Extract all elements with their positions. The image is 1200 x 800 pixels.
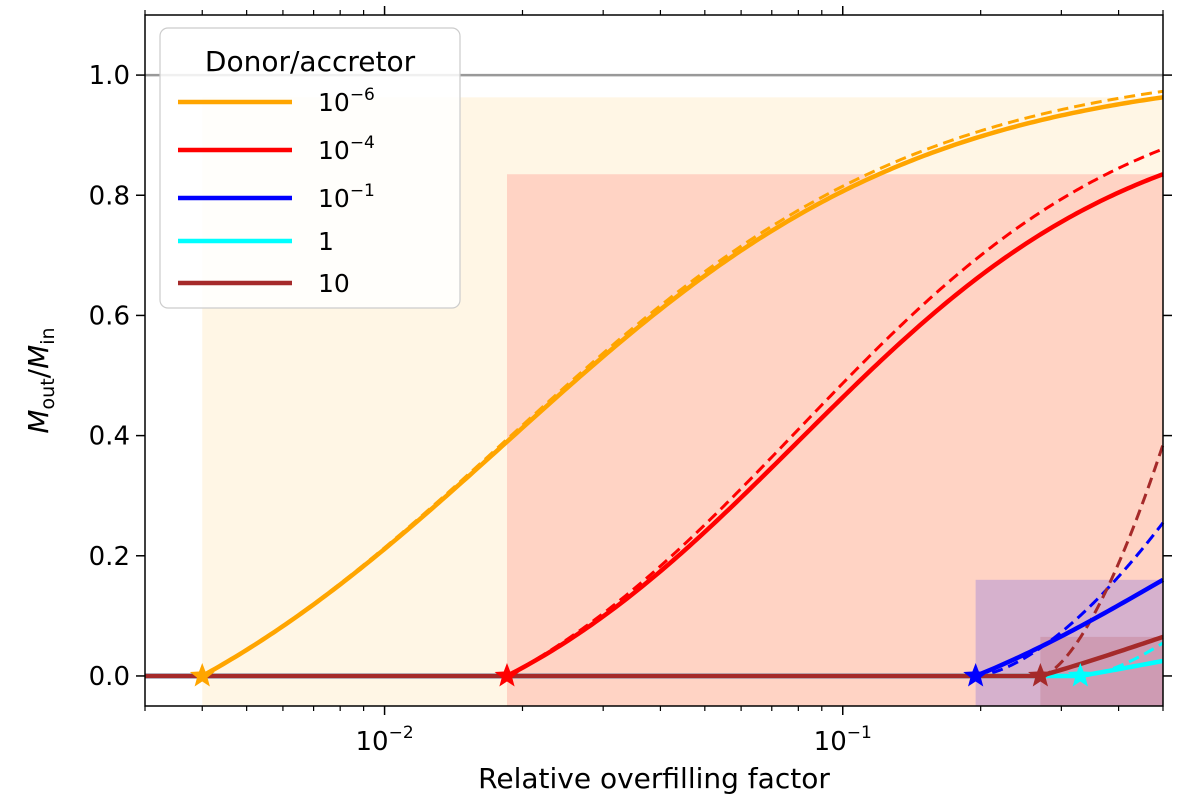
star-marker <box>1067 662 1093 687</box>
star-marker <box>963 662 988 687</box>
star-marker <box>1028 662 1053 687</box>
solid-series-lines <box>145 95 1165 679</box>
y-tick-labels: 0.0 0.2 0.4 0.6 0.8 1.0 <box>89 61 130 692</box>
legend-box <box>159 27 461 309</box>
legend-entry-label: 10−6 <box>318 85 375 117</box>
x-tick-labels: 10−2 10−1 <box>355 723 871 757</box>
threshold-star-markers <box>189 662 1093 687</box>
dashed-series-line <box>1080 641 1164 678</box>
shaded-band <box>975 579 1163 706</box>
plot-frame <box>144 14 1164 707</box>
shaded-bands <box>202 97 1164 706</box>
solid-series-line <box>145 95 1164 679</box>
legend-entry-label: 10−4 <box>318 133 375 165</box>
legend: Donor/accretor 10−6 10−4 10−1 1 10 <box>159 27 461 309</box>
x-tick-label: 10−1 <box>814 723 872 757</box>
y-tick-label: 0.2 <box>89 542 130 572</box>
x-axis-label: Relative overfilling factor <box>478 762 830 795</box>
legend-entry-label: 10−1 <box>318 181 375 213</box>
solid-series-line <box>145 634 1164 679</box>
shaded-band <box>506 174 1163 706</box>
dashed-series-line <box>975 521 1165 678</box>
y-tick-label: 0.6 <box>89 301 130 331</box>
x-tick-label: 10−2 <box>355 723 413 757</box>
axis-ticks <box>136 6 1172 715</box>
legend-title: Donor/accretor <box>205 45 416 78</box>
y-tick-label: 0.4 <box>89 422 130 452</box>
y-tick-label: 0.8 <box>89 181 130 211</box>
legend-entry-label: 10 <box>318 269 350 298</box>
svg-text:Mout/Min: Mout/Min <box>22 327 59 433</box>
y-axis-label: Mout/Min <box>22 327 59 433</box>
star-marker <box>189 662 215 687</box>
star-marker <box>494 662 520 687</box>
y-tick-label: 1.0 <box>89 61 130 91</box>
y-tick-label: 0.0 <box>89 662 130 692</box>
legend-entry-label: 1 <box>318 227 334 256</box>
dashed-series-line <box>1040 444 1165 678</box>
